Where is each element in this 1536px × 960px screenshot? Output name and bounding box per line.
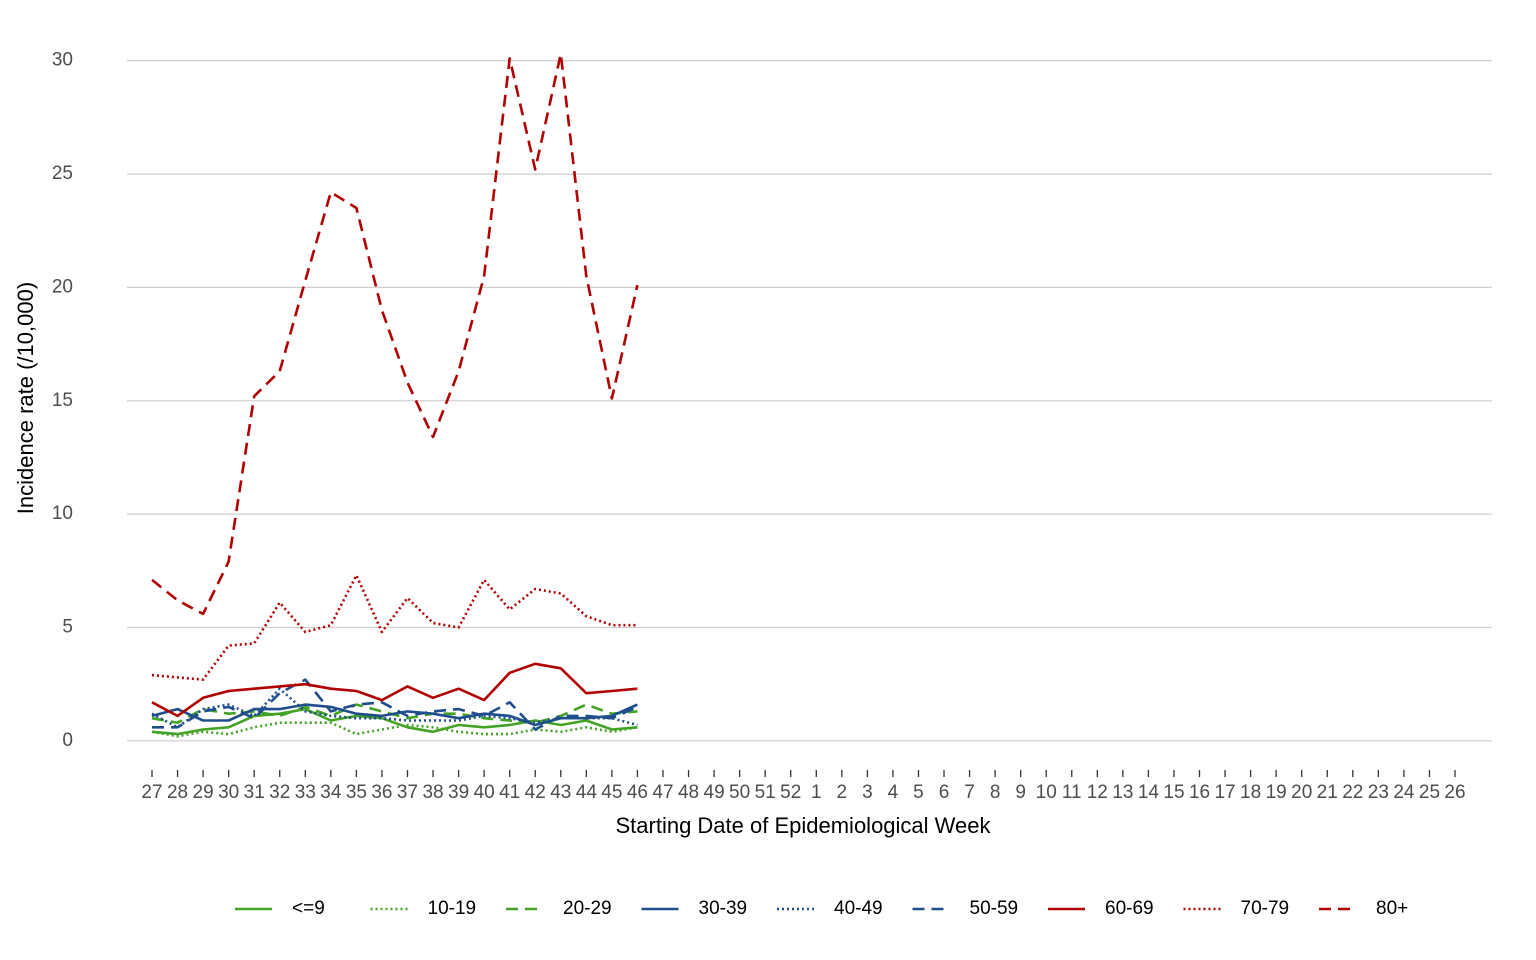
x-tick-label: 49	[704, 782, 725, 803]
x-tick-label: 14	[1138, 782, 1160, 803]
y-tick-label: 0	[62, 730, 73, 751]
x-tick-label: 41	[499, 782, 520, 803]
x-tick-label: 9	[1015, 782, 1026, 803]
x-tick-label: 29	[193, 782, 214, 803]
y-tick-label: 25	[52, 163, 73, 184]
y-tick-label: 5	[62, 617, 73, 638]
x-tick-label: 17	[1214, 782, 1235, 803]
legend-label: 70-79	[1241, 898, 1290, 919]
x-tick-label: 50	[729, 782, 750, 803]
x-tick-label: 22	[1342, 782, 1363, 803]
x-tick-label: 23	[1368, 782, 1389, 803]
x-tick-label: 6	[939, 782, 950, 803]
x-tick-label: 5	[913, 782, 924, 803]
x-tick-label: 27	[141, 782, 162, 803]
x-tick-label: 32	[269, 782, 290, 803]
x-tick-label: 42	[525, 782, 546, 803]
x-tick-label: 46	[627, 782, 648, 803]
x-tick-label: 24	[1393, 782, 1415, 803]
x-tick-label: 10	[1036, 782, 1057, 803]
legend-label: 30-39	[699, 898, 748, 919]
series-line	[151, 52, 639, 616]
x-tick-label: 48	[678, 782, 699, 803]
x-tick-label: 13	[1112, 782, 1133, 803]
x-tick-label: 21	[1317, 782, 1338, 803]
x-tick-label: 51	[755, 782, 776, 803]
y-tick-label: 20	[52, 276, 73, 297]
x-tick-label: 40	[474, 782, 495, 803]
x-tick-label: 20	[1291, 782, 1312, 803]
x-tick-label: 31	[244, 782, 265, 803]
x-tick-label: 26	[1444, 782, 1465, 803]
y-axis-title: Incidence rate (/10,000)	[13, 282, 38, 514]
x-tick-label: 35	[346, 782, 367, 803]
x-tick-label: 16	[1189, 782, 1210, 803]
x-tick-label: 38	[422, 782, 443, 803]
x-tick-label: 47	[652, 782, 673, 803]
x-tick-label: 39	[448, 782, 469, 803]
x-tick-label: 2	[837, 782, 848, 803]
x-tick-label: 34	[320, 782, 342, 803]
legend-label: 50-59	[970, 898, 1019, 919]
x-tick-label: 7	[964, 782, 975, 803]
y-tick-label: 10	[52, 503, 73, 524]
x-tick-label: 15	[1163, 782, 1184, 803]
legend-label: 80+	[1376, 898, 1408, 919]
series-line	[151, 721, 638, 738]
series-line	[151, 662, 638, 718]
x-tick-label: 43	[550, 782, 571, 803]
series-line	[151, 707, 638, 736]
x-tick-label: 52	[780, 782, 801, 803]
x-tick-label: 18	[1240, 782, 1261, 803]
x-tick-label: 33	[295, 782, 316, 803]
legend-label: 60-69	[1105, 898, 1154, 919]
legend-label: 20-29	[563, 898, 612, 919]
y-tick-label: 15	[52, 390, 73, 411]
x-tick-label: 45	[601, 782, 622, 803]
x-tick-label: 12	[1087, 782, 1108, 803]
x-tick-label: 4	[888, 782, 899, 803]
x-tick-label: 28	[167, 782, 188, 803]
x-tick-label: 30	[218, 782, 239, 803]
x-tick-label: 3	[862, 782, 873, 803]
legend-label: <=9	[292, 898, 325, 919]
x-tick-label: 36	[371, 782, 392, 803]
x-tick-label: 25	[1419, 782, 1440, 803]
y-tick-label: 30	[52, 50, 73, 71]
x-tick-label: 8	[990, 782, 1001, 803]
series-line	[152, 678, 638, 731]
x-tick-label: 1	[811, 782, 822, 803]
x-tick-label: 44	[576, 782, 598, 803]
x-tick-label: 37	[397, 782, 418, 803]
x-tick-label: 11	[1062, 782, 1082, 803]
x-tick-label: 19	[1266, 782, 1287, 803]
legend-label: 40-49	[834, 898, 883, 919]
x-axis-title: Starting Date of Epidemiological Week	[615, 813, 991, 838]
series-line	[151, 687, 638, 729]
legend-label: 10-19	[428, 898, 477, 919]
